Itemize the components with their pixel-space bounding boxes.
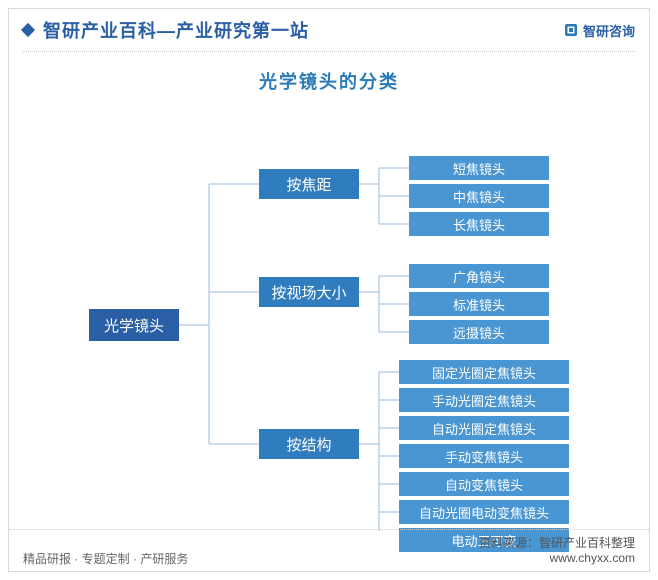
leaf-node: 自动变焦镜头 [399, 472, 569, 496]
source-label: 资料来源： [479, 536, 539, 550]
leaf-node: 长焦镜头 [409, 212, 549, 236]
leaf-node: 广角镜头 [409, 264, 549, 288]
footer-services: 精品研报 · 专题定制 · 产研服务 [23, 550, 188, 567]
brand-badge: 智研咨询 [563, 21, 635, 40]
header-left: 智研产业百科—产业研究第一站 [23, 17, 309, 43]
footer-bar: 精品研报 · 专题定制 · 产研服务 资料来源：智研产业百科整理 www.chy… [9, 529, 649, 571]
source-url: www.chyxx.com [479, 551, 635, 567]
cat-node: 按结构 [259, 429, 359, 459]
outer-frame: 智研产业百科—产业研究第一站 智研咨询 光学镜头的分类 光学镜头 按焦距 短焦镜头中… [8, 8, 650, 572]
leaf-node: 固定光圈定焦镜头 [399, 360, 569, 384]
leaf-node: 中焦镜头 [409, 184, 549, 208]
leaf-node: 自动光圈电动变焦镜头 [399, 500, 569, 524]
leaf-node: 自动光圈定焦镜头 [399, 416, 569, 440]
leaf-node: 标准镜头 [409, 292, 549, 316]
leaf-node: 远摄镜头 [409, 320, 549, 344]
source-value: 智研产业百科整理 [539, 536, 635, 550]
tree-diagram: 光学镜头 按焦距 短焦镜头中焦镜头长焦镜头按视场大小 广角镜头标准镜头远摄镜头按结构 固… [9, 109, 649, 531]
header-bar: 智研产业百科—产业研究第一站 智研咨询 [9, 9, 649, 49]
footer-source: 资料来源：智研产业百科整理 www.chyxx.com [479, 536, 635, 567]
chart-title: 光学镜头的分类 [9, 68, 649, 94]
cat-node: 按视场大小 [259, 277, 359, 307]
brand-icon [563, 22, 579, 38]
root-node: 光学镜头 [89, 309, 179, 341]
header-title: 智研产业百科—产业研究第一站 [43, 17, 309, 43]
leaf-node: 手动变焦镜头 [399, 444, 569, 468]
diamond-icon [21, 23, 35, 37]
leaf-node: 短焦镜头 [409, 156, 549, 180]
header-rule [23, 51, 635, 52]
leaf-node: 手动光圈定焦镜头 [399, 388, 569, 412]
cat-node: 按焦距 [259, 169, 359, 199]
brand-label: 智研咨询 [583, 21, 635, 40]
